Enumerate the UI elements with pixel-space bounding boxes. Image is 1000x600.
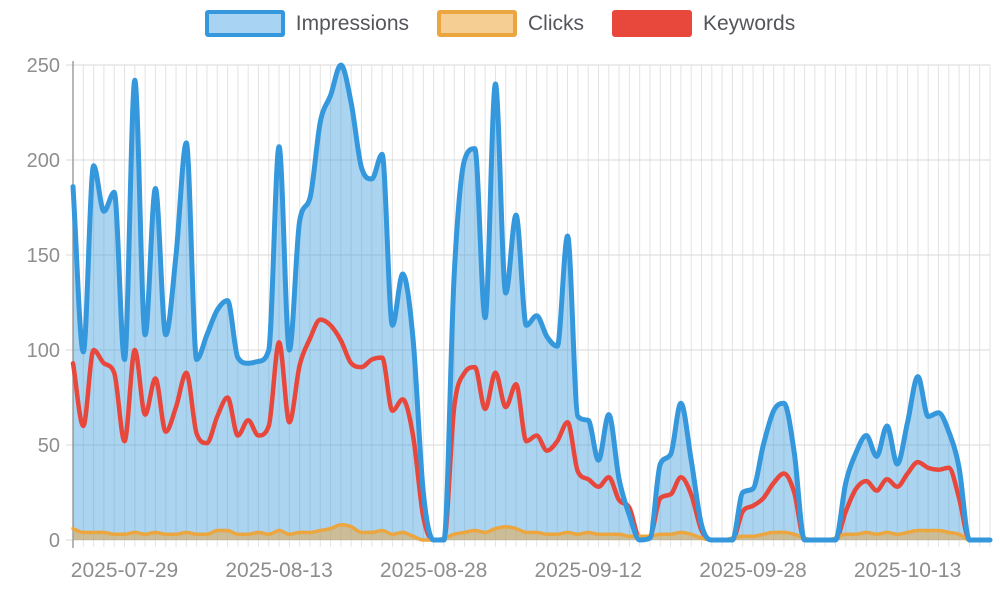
y-tick-label: 0 [49, 530, 60, 552]
x-tick-label: 2025-08-28 [380, 559, 487, 582]
legend-swatch-impressions [204, 10, 285, 37]
y-tick-label: 150 [27, 245, 60, 267]
x-tick-label: 2025-09-12 [534, 559, 641, 582]
x-tick-label: 2025-10-13 [854, 559, 961, 582]
series-impressions-area [73, 65, 990, 540]
series-impressions-line[interactable] [70, 62, 993, 543]
legend-swatch-keywords [612, 10, 692, 37]
legend-item-impressions[interactable]: Impressions [204, 10, 409, 37]
y-tick-label: 100 [27, 340, 60, 362]
chart-legend: Impressions Clicks Keywords [0, 10, 1000, 37]
y-tick-label: 200 [27, 150, 60, 172]
y-tick-label: 50 [38, 435, 60, 457]
legend-label-clicks: Clicks [528, 12, 584, 35]
legend-label-keywords: Keywords [703, 12, 796, 35]
legend-item-keywords[interactable]: Keywords [612, 10, 795, 37]
x-tick-label: 2025-09-28 [699, 559, 806, 582]
legend-item-clicks[interactable]: Clicks [437, 10, 584, 37]
x-tick-label: 2025-08-13 [225, 559, 332, 582]
legend-label-impressions: Impressions [295, 12, 409, 35]
y-tick-label: 250 [27, 55, 60, 77]
x-tick-label: 2025-07-29 [71, 559, 178, 582]
legend-swatch-clicks [437, 10, 517, 37]
